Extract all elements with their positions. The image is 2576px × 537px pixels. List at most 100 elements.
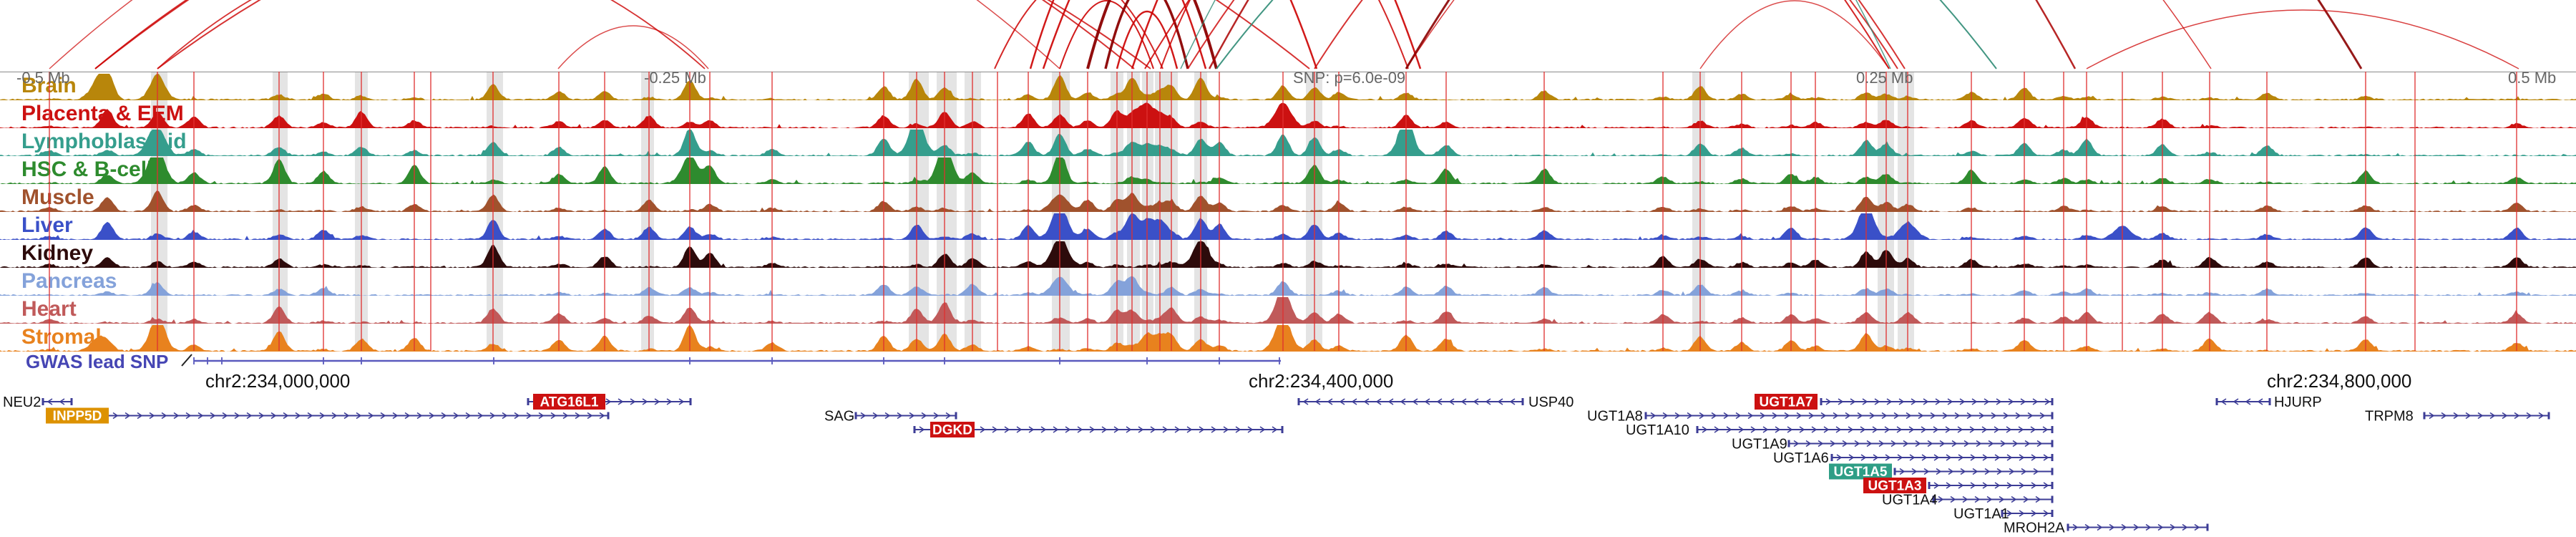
strand-chevron-icon xyxy=(1991,412,1997,420)
strand-chevron-icon xyxy=(1363,398,1370,405)
gene-ugt1a10[interactable]: UGT1A10 xyxy=(1626,422,2054,438)
track-row-pancreas[interactable]: Pancreas xyxy=(0,268,2576,296)
gene-end-mark xyxy=(70,398,73,405)
strand-chevron-icon xyxy=(2018,426,2024,433)
gene-inpp5d[interactable]: INPP5D xyxy=(46,407,610,425)
gene-ugt1a7[interactable]: UGT1A7 xyxy=(1755,394,2054,410)
gene-sag[interactable]: SAG xyxy=(824,409,957,425)
strand-chevron-icon xyxy=(1302,398,1309,405)
strand-chevron-icon xyxy=(429,412,435,420)
gene-ugt1a9[interactable]: UGT1A9 xyxy=(1732,437,2054,453)
strand-chevron-icon xyxy=(1805,440,1812,448)
gene-label: UGT1A6 xyxy=(1773,450,1829,466)
strand-chevron-icon xyxy=(1933,426,1939,433)
strand-chevron-icon xyxy=(197,412,204,420)
interaction-arc xyxy=(1314,0,1898,69)
gene-end-mark xyxy=(2067,523,2069,531)
signal-area xyxy=(0,74,2576,100)
gene-end-mark xyxy=(689,398,692,405)
strand-chevron-icon xyxy=(307,412,313,420)
track-row-placenta-eem[interactable]: Placenta & EEM xyxy=(0,100,2576,128)
strand-chevron-icon xyxy=(2072,523,2079,531)
strand-chevron-icon xyxy=(1960,468,1966,475)
gwas-snp-line xyxy=(181,354,1281,367)
strand-chevron-icon xyxy=(1077,426,1083,433)
strand-chevron-icon xyxy=(980,426,986,433)
gene-end-mark xyxy=(1932,495,1935,503)
gwas-lead-snp-track[interactable]: GWAS lead SNP xyxy=(0,351,2576,372)
strand-chevron-icon xyxy=(654,398,660,405)
strand-chevron-icon xyxy=(1850,398,1856,405)
gene-mroh2a[interactable]: MROH2A xyxy=(2004,521,2209,536)
strand-chevron-icon xyxy=(1974,495,1981,503)
strand-chevron-icon xyxy=(1726,426,1732,433)
gene-ugt1a1[interactable]: UGT1A1 xyxy=(1953,506,2054,522)
strand-chevron-icon xyxy=(1400,398,1406,405)
gene-label: INPP5D xyxy=(53,409,102,424)
strand-chevron-icon xyxy=(1994,426,2000,433)
strand-chevron-icon xyxy=(2006,510,2013,517)
track-label: Pancreas xyxy=(21,269,117,293)
strand-chevron-icon xyxy=(2043,482,2049,489)
gene-ugt1a5[interactable]: UGT1A5 xyxy=(1829,463,2054,480)
gwas-lead-snp-label: GWAS lead SNP xyxy=(26,351,169,372)
strand-chevron-icon xyxy=(1830,440,1836,448)
interaction-arc xyxy=(1216,0,1997,69)
strand-chevron-icon xyxy=(1938,495,1944,503)
strand-chevron-icon xyxy=(2019,482,2025,489)
strand-chevron-icon xyxy=(1662,412,1669,420)
signal-tracks: Brain Placenta & EEM Lymphoblastoid HSC & B… xyxy=(0,72,2576,352)
track-row-lymphoblastoid[interactable]: Lymphoblastoid xyxy=(0,128,2576,156)
strand-chevron-icon xyxy=(1899,468,1906,475)
strand-chevron-icon xyxy=(112,412,119,420)
strand-chevron-icon xyxy=(1996,398,2002,405)
gene-ugt1a3[interactable]: UGT1A3 xyxy=(1863,478,2054,494)
gene-end-mark xyxy=(1928,482,1931,489)
track-row-heart[interactable]: Heart xyxy=(0,296,2576,324)
track-row-liver[interactable]: Liver xyxy=(0,212,2576,240)
strand-chevron-icon xyxy=(562,412,569,420)
track-row-stromal[interactable]: Stromal xyxy=(0,324,2576,352)
track-signal xyxy=(0,297,2576,324)
strand-chevron-icon xyxy=(185,412,192,420)
strand-chevron-icon xyxy=(1016,426,1023,433)
strand-chevron-icon xyxy=(2044,398,2051,405)
gene-neu2[interactable]: NEU2 xyxy=(3,395,73,410)
strand-chevron-icon xyxy=(921,412,927,420)
gene-atg16l1[interactable]: ATG16L1 xyxy=(527,394,692,410)
gene-dgkd[interactable]: DGKD xyxy=(913,422,1284,438)
strand-chevron-icon xyxy=(2032,398,2039,405)
gene-trpm8[interactable]: TRPM8 xyxy=(2365,409,2550,425)
gene-end-mark xyxy=(1820,398,1823,405)
strand-chevron-icon xyxy=(368,412,374,420)
strand-chevron-icon xyxy=(1927,440,1933,448)
gene-ugt1a8[interactable]: UGT1A8 xyxy=(1587,409,2054,425)
coordinate-labels: chr2:234,000,000 chr2:234,400,000 chr2:234… xyxy=(0,370,2576,392)
strand-chevron-icon xyxy=(2170,523,2176,531)
strand-chevron-icon xyxy=(2033,468,2039,475)
strand-chevron-icon xyxy=(909,412,915,420)
strand-chevron-icon xyxy=(630,398,636,405)
strand-chevron-icon xyxy=(526,412,532,420)
gene-ugt1a6[interactable]: UGT1A6 xyxy=(1773,450,2054,466)
track-row-hsc-b-cell[interactable]: HSC & B-cell xyxy=(0,156,2576,184)
strand-chevron-icon xyxy=(1969,426,1976,433)
strand-chevron-icon xyxy=(2194,523,2200,531)
strand-chevron-icon xyxy=(1473,398,1479,405)
track-signal xyxy=(0,276,2576,296)
track-row-brain[interactable]: Brain xyxy=(0,72,2576,100)
strand-chevron-icon xyxy=(1988,440,1994,448)
track-label: Kidney xyxy=(21,241,94,265)
strand-chevron-icon xyxy=(2514,412,2520,420)
strand-chevron-icon xyxy=(1339,398,1345,405)
track-row-kidney[interactable]: Kidney xyxy=(0,240,2576,268)
strand-chevron-icon xyxy=(1970,482,1976,489)
strand-chevron-icon xyxy=(642,398,648,405)
strand-chevron-icon xyxy=(1896,426,1903,433)
gene-usp40[interactable]: USP40 xyxy=(1297,395,1574,410)
strand-chevron-icon xyxy=(1848,426,1854,433)
gene-hjurp[interactable]: HJURP xyxy=(2215,395,2322,410)
strand-chevron-icon xyxy=(2012,440,2019,448)
gene-ugt1a4[interactable]: UGT1A4 xyxy=(1882,493,2054,508)
track-row-muscle[interactable]: Muscle xyxy=(0,184,2576,212)
